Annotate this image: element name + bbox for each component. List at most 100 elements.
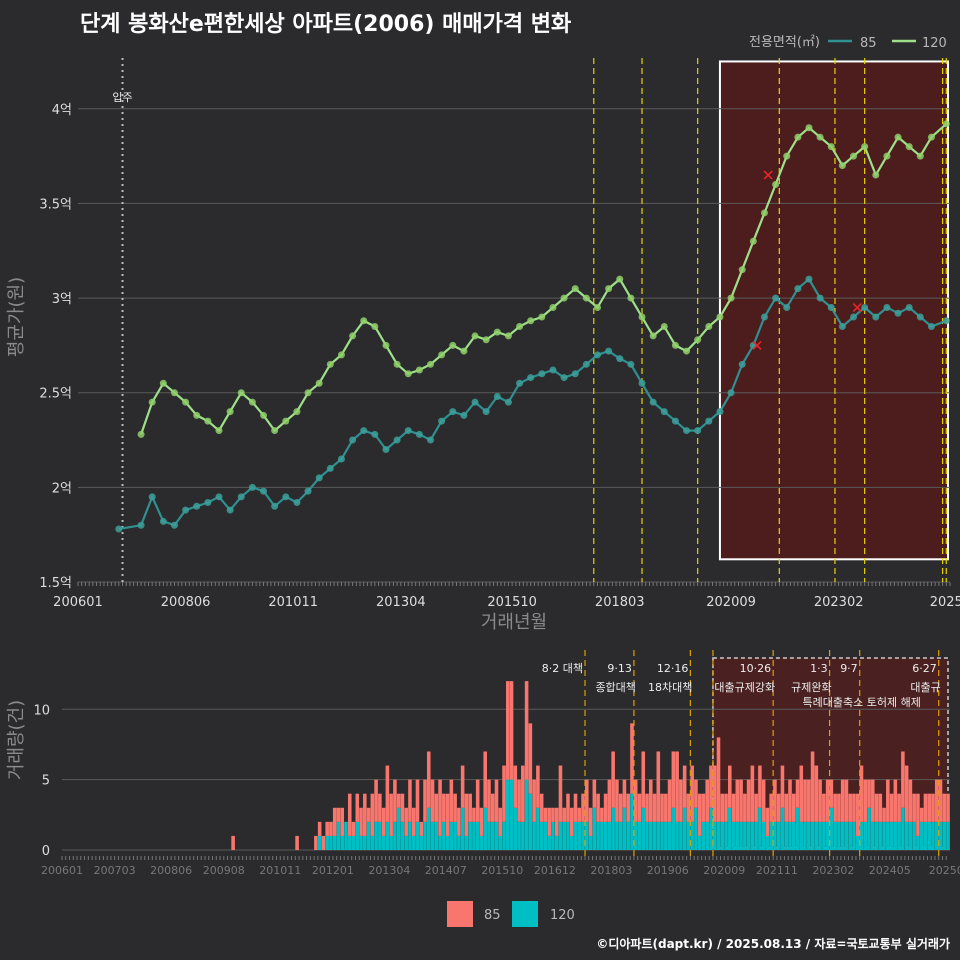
- bar-segment-85: [415, 779, 420, 822]
- bar-segment-85: [675, 751, 679, 822]
- data-point-85: [415, 430, 423, 438]
- bar-segment-85: [720, 793, 725, 822]
- bar-segment-120: [381, 835, 386, 850]
- bar-segment-85: [633, 779, 638, 822]
- bar-segment-120: [468, 821, 472, 850]
- bar-segment-120: [916, 835, 920, 850]
- data-point-120: [404, 370, 412, 378]
- bar-segment-120: [363, 835, 367, 850]
- bar-segment-120: [532, 821, 536, 850]
- bar-segment-120: [889, 821, 894, 850]
- bar-segment-120: [946, 821, 950, 850]
- data-point-85: [683, 427, 691, 435]
- bar-segment-120: [652, 821, 657, 850]
- data-point-85: [349, 436, 357, 444]
- bar-segment-85: [325, 821, 329, 836]
- data-point-120: [282, 417, 290, 425]
- data-point-85: [649, 398, 657, 406]
- bar-segment-120: [904, 821, 909, 850]
- bar-segment-85: [656, 751, 661, 822]
- bar-segment-85: [554, 807, 559, 836]
- bar-segment-85: [791, 793, 796, 822]
- bar-segment-120: [773, 821, 777, 850]
- data-point-85: [916, 313, 924, 321]
- data-point-85: [638, 379, 646, 387]
- bar-segment-85: [641, 751, 646, 808]
- bar-segment-120: [660, 821, 664, 850]
- x-tick-label: 200806: [150, 864, 192, 877]
- data-point-120: [727, 294, 735, 302]
- bar-segment-85: [487, 779, 491, 822]
- data-point-120: [649, 332, 657, 340]
- data-point-120: [482, 336, 490, 344]
- x-tick-label: 201510: [487, 595, 537, 610]
- data-point-120: [427, 360, 435, 368]
- bar-segment-85: [637, 793, 642, 822]
- x-tick-label: 202111: [756, 864, 798, 877]
- bar-segment-85: [728, 765, 732, 808]
- bar-segment-85: [705, 779, 709, 822]
- legend-key-120: [512, 901, 538, 927]
- bar-segment-85: [912, 793, 916, 822]
- legend-key-85: [447, 901, 473, 927]
- bar-segment-120: [754, 821, 758, 850]
- bar-segment-120: [460, 807, 465, 850]
- data-point-120: [538, 313, 546, 321]
- bar-segment-120: [408, 821, 412, 850]
- bar-segment-120: [743, 821, 747, 850]
- bar-segment-85: [694, 779, 698, 808]
- x-tick-label: 200601: [41, 864, 83, 877]
- bar-segment-120: [325, 835, 329, 850]
- data-point-85: [905, 304, 913, 312]
- bar-segment-85: [690, 765, 694, 822]
- y-tick-label: 1.5억: [39, 576, 72, 591]
- data-point-85: [783, 304, 791, 312]
- bar-segment-85: [919, 807, 924, 822]
- bar-segment-85: [411, 807, 416, 836]
- bar-segment-120: [882, 821, 886, 850]
- outlier-marker: [852, 302, 862, 313]
- data-point-120: [872, 171, 880, 179]
- bar-segment-120: [825, 821, 830, 850]
- data-point-85: [304, 487, 312, 495]
- bar-segment-85: [317, 821, 322, 836]
- bar-segment-85: [739, 779, 743, 822]
- bar-segment-120: [396, 807, 401, 850]
- x-tick-label: 202405: [869, 864, 911, 877]
- bar-segment-120: [716, 821, 721, 850]
- x-tick-label: 201304: [376, 595, 426, 610]
- bar-segment-120: [596, 821, 600, 850]
- bar-segment-85: [295, 835, 299, 850]
- data-point-120: [805, 124, 813, 132]
- bar-segment-85: [396, 793, 401, 808]
- bar-segment-85: [536, 765, 540, 808]
- data-point-120: [638, 313, 646, 321]
- bar-segment-120: [780, 807, 785, 850]
- bar-segment-85: [453, 793, 457, 822]
- bar-segment-85: [697, 793, 702, 836]
- bar-segment-85: [445, 793, 450, 836]
- data-point-120: [660, 322, 668, 330]
- bar-segment-85: [355, 793, 360, 822]
- bar-segment-85: [825, 779, 830, 822]
- bar-segment-120: [739, 821, 743, 850]
- data-point-85: [337, 455, 345, 463]
- legend-label-85: 85: [860, 36, 877, 51]
- data-point-120: [360, 317, 368, 325]
- x-tick-label: 200703: [94, 864, 136, 877]
- bar-segment-85: [686, 793, 691, 822]
- bar-segment-120: [901, 807, 905, 850]
- bar-segment-120: [562, 821, 567, 850]
- bar-segment-120: [366, 821, 371, 850]
- data-point-85: [493, 393, 501, 400]
- bar-segment-85: [784, 793, 789, 822]
- bar-segment-120: [682, 807, 687, 850]
- bar-segment-120: [833, 821, 837, 850]
- bar-segment-120: [521, 821, 525, 850]
- bar-segment-120: [445, 835, 450, 850]
- data-point-120: [148, 398, 156, 406]
- bar-segment-120: [566, 821, 570, 850]
- bar-segment-120: [607, 821, 612, 850]
- data-point-85: [894, 309, 902, 317]
- bar-segment-85: [773, 779, 777, 822]
